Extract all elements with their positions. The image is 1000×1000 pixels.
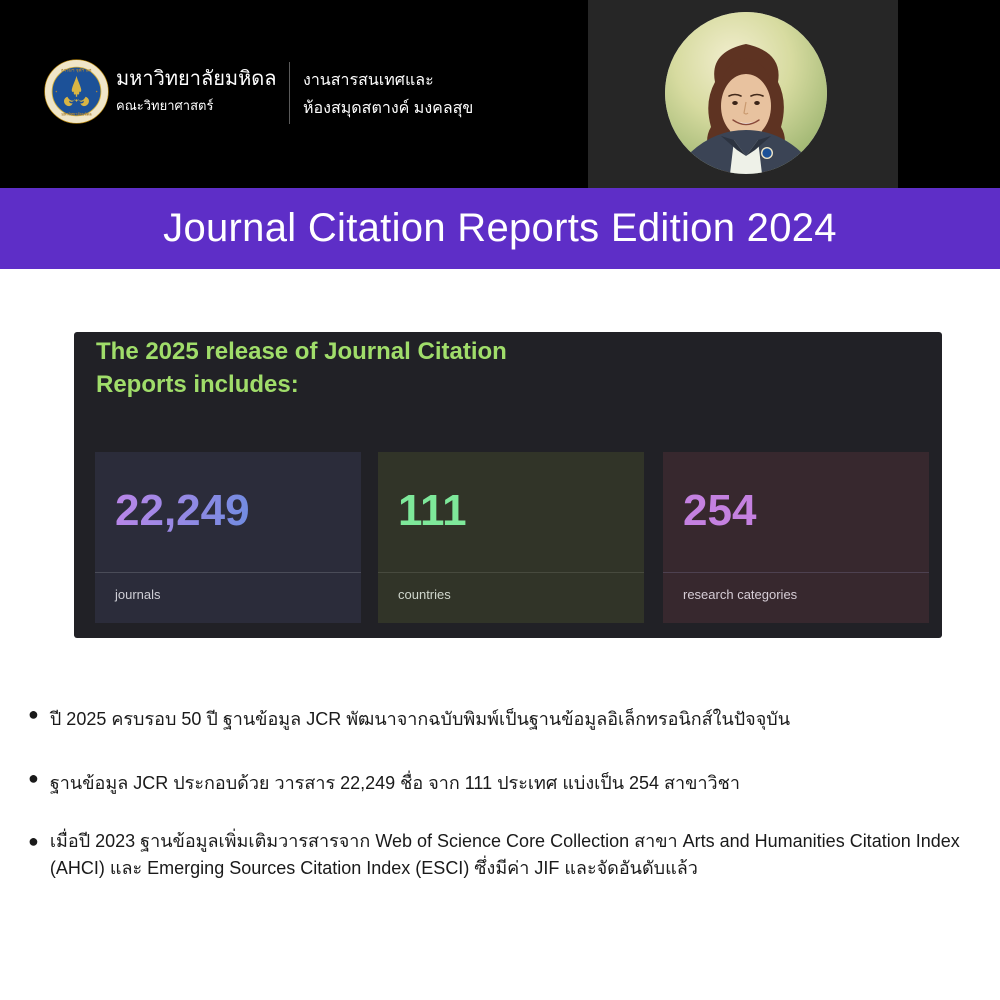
- svg-text:มหาวิทยาลัยมหิดล: มหาวิทยาลัยมหิดล: [61, 112, 92, 117]
